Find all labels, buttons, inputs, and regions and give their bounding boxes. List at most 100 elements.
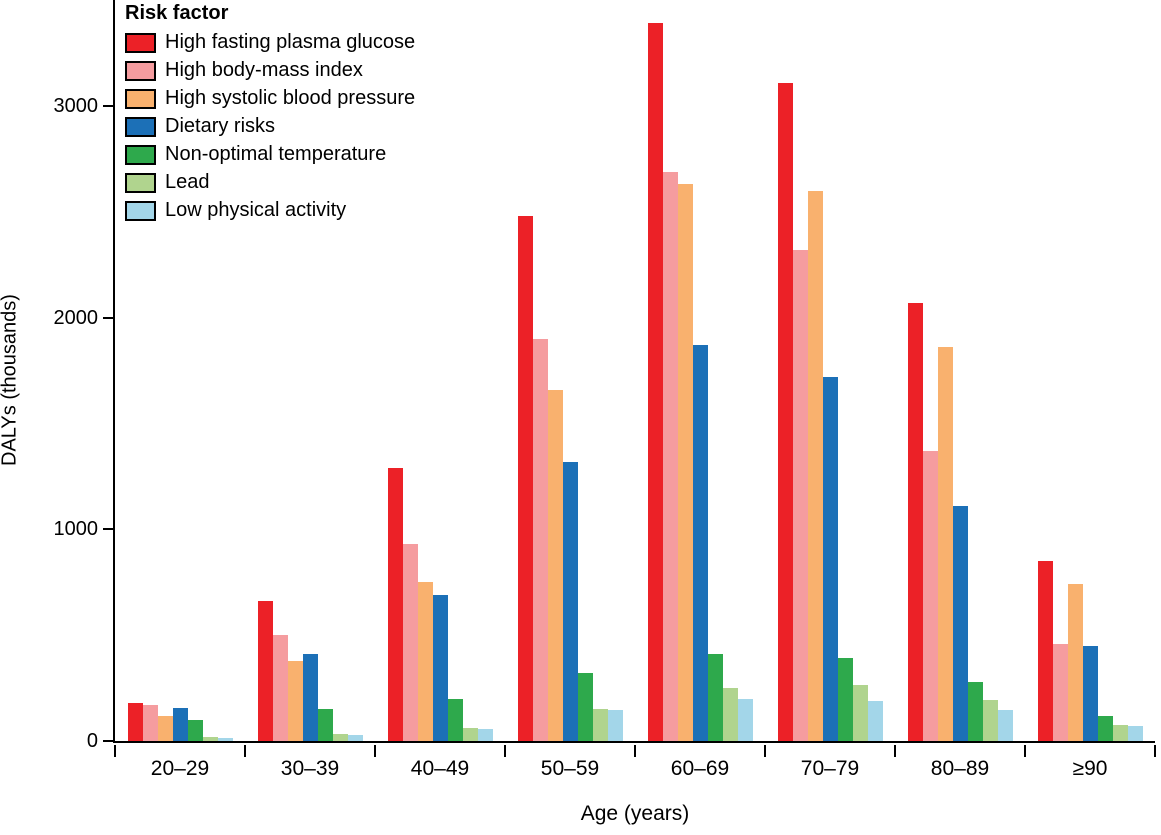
bar [737,698,753,741]
legend-items: High fasting plasma glucose High body-mas… [125,31,415,222]
y-tick-label: 0 [86,730,98,752]
bar [677,184,693,741]
bar [157,715,173,741]
bar [142,705,158,741]
x-category-label: 20–29 [150,757,210,780]
bar [867,700,883,741]
bar [1037,561,1053,741]
bar [517,215,533,741]
bar [477,729,493,741]
y-tick [103,104,113,107]
legend-item: Lead [125,171,415,194]
bar [417,582,433,741]
bar [547,389,563,741]
bar [822,376,838,741]
bar [187,719,203,741]
x-tick [1154,745,1156,757]
bar [562,461,578,741]
legend-color-swatch [125,60,156,81]
bar [127,702,143,741]
legend-item: High systolic blood pressure [125,87,415,110]
x-axis-label: Age (years) [580,802,690,825]
x-tick [244,745,246,757]
bar [967,681,983,741]
bar [1052,643,1068,741]
bar [982,699,998,741]
bar [1112,725,1128,741]
bar [347,734,363,741]
x-category-label: 50–59 [540,757,600,780]
x-category-label: ≥90 [1072,757,1108,780]
bar [592,709,608,741]
bar [952,506,968,741]
bar [257,601,273,741]
x-tick [634,745,636,757]
bar [402,544,418,741]
y-tick [103,740,113,742]
bar [287,660,303,741]
legend-color-swatch [125,32,156,53]
bar [807,190,823,741]
bar [837,658,853,741]
bar [462,728,478,741]
y-tick [103,316,113,319]
bar [722,688,738,741]
bar [302,654,318,741]
bar [662,171,678,741]
bar [777,82,793,741]
bar [907,302,923,741]
bar [607,710,623,741]
bar [997,710,1013,741]
x-category-label: 40–49 [410,757,470,780]
bar [852,684,868,741]
bar [387,467,403,741]
legend-label: Dietary risks [165,115,276,137]
y-tick [103,528,113,531]
bar [447,698,463,741]
legend-color-swatch [125,172,156,193]
bar [217,737,233,741]
legend-label: High systolic blood pressure [165,87,416,109]
bar [647,23,663,741]
legend-color-swatch [125,144,156,165]
legend-item: Non-optimal temperature [125,143,415,166]
bar [1097,715,1113,741]
legend-color-swatch [125,200,156,221]
bar [202,736,218,741]
x-category-label: 60–69 [670,757,730,780]
x-tick [114,745,116,757]
x-tick [374,745,376,757]
legend-item: Dietary risks [125,115,415,138]
x-category-label: 80–89 [930,757,990,780]
y-tick-label: 2000 [53,306,99,329]
legend-color-swatch [125,116,156,137]
bar [577,673,593,741]
y-tick-label: 1000 [53,518,99,541]
x-tick [1024,745,1026,757]
plot-area: 0 1000 2000 3000 20–29 30–39 40–49 50–59 60–69 7… [54,0,1156,780]
y-tick-label: 3000 [53,94,99,117]
x-category-label: 70–79 [800,757,860,780]
x-category-label: 30–39 [280,757,340,780]
legend-item: High fasting plasma glucose [125,31,415,54]
y-axis-label: DALYs (thousands) [0,294,21,466]
legend-label: Lead [165,171,210,193]
bar [1082,645,1098,741]
x-tick [764,745,766,757]
legend-label: Low physical activity [165,199,347,221]
bar [332,733,348,741]
bar [937,347,953,741]
bar [922,450,938,741]
bar [707,654,723,741]
legend-item: High body-mass index [125,59,415,82]
legend-color-swatch [125,88,156,109]
bar [792,249,808,741]
legend-item: Low physical activity [125,199,415,222]
legend: Risk factor High fasting plasma glucose H… [125,2,415,227]
legend-label: High fasting plasma glucose [165,31,416,53]
bar [692,345,708,741]
bar [172,708,188,741]
bar [317,709,333,741]
legend-title: Risk factor [125,2,229,24]
